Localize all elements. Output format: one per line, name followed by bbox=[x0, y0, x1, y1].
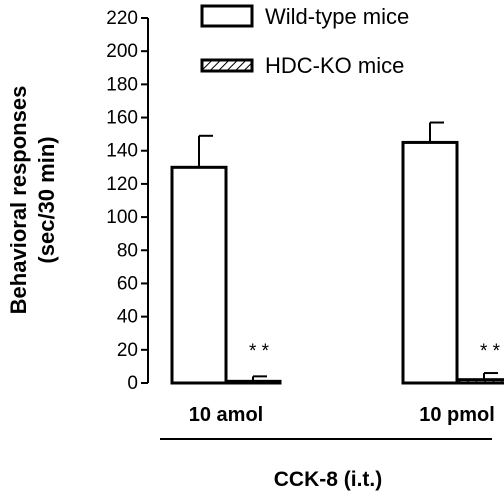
significance-marker: * * bbox=[480, 341, 501, 362]
y-tick-label: 100 bbox=[106, 207, 138, 228]
y-tick-label: 180 bbox=[106, 74, 138, 95]
bar-wild-type bbox=[401, 140, 459, 385]
legend-label-hdc-ko: HDC-KO mice bbox=[265, 53, 404, 78]
y-axis-title-line2: (sec/30 min) bbox=[34, 136, 59, 263]
y-tick-label: 140 bbox=[106, 141, 138, 162]
y-tick-label: 0 bbox=[127, 373, 138, 394]
legend-label-wild-type: Wild-type mice bbox=[265, 4, 409, 29]
bar-hdc-ko bbox=[224, 379, 282, 385]
y-axis-title-line1: Behavioral responses bbox=[6, 86, 31, 315]
y-tick-label: 200 bbox=[106, 41, 138, 62]
y-tick-label: 220 bbox=[106, 8, 138, 29]
bar-hdc-ko bbox=[455, 378, 504, 385]
category-label: 10 pmol bbox=[419, 404, 495, 426]
y-tick-label: 160 bbox=[106, 108, 138, 129]
legend-swatch-wild-type bbox=[200, 4, 254, 28]
y-tick-label: 80 bbox=[117, 240, 138, 261]
y-tick-label: 20 bbox=[117, 340, 138, 361]
legend: Wild-type mice HDC-KO mice bbox=[200, 4, 409, 78]
y-tick-label: 60 bbox=[117, 273, 138, 294]
bars: 10 amol * * 10 pmol * * bbox=[170, 121, 504, 426]
y-tick-label: 120 bbox=[106, 174, 138, 195]
significance-marker: * * bbox=[249, 341, 270, 362]
bar-wild-type bbox=[170, 165, 228, 385]
y-axis: 0 20 40 60 80 100 120 140 160 180 200 220 bbox=[106, 8, 149, 394]
legend-swatch-hdc-ko bbox=[200, 58, 254, 73]
category-label: 10 amol bbox=[189, 404, 263, 426]
x-group-title: CCK-8 (i.t.) bbox=[274, 468, 383, 491]
y-tick-label: 40 bbox=[117, 307, 138, 328]
